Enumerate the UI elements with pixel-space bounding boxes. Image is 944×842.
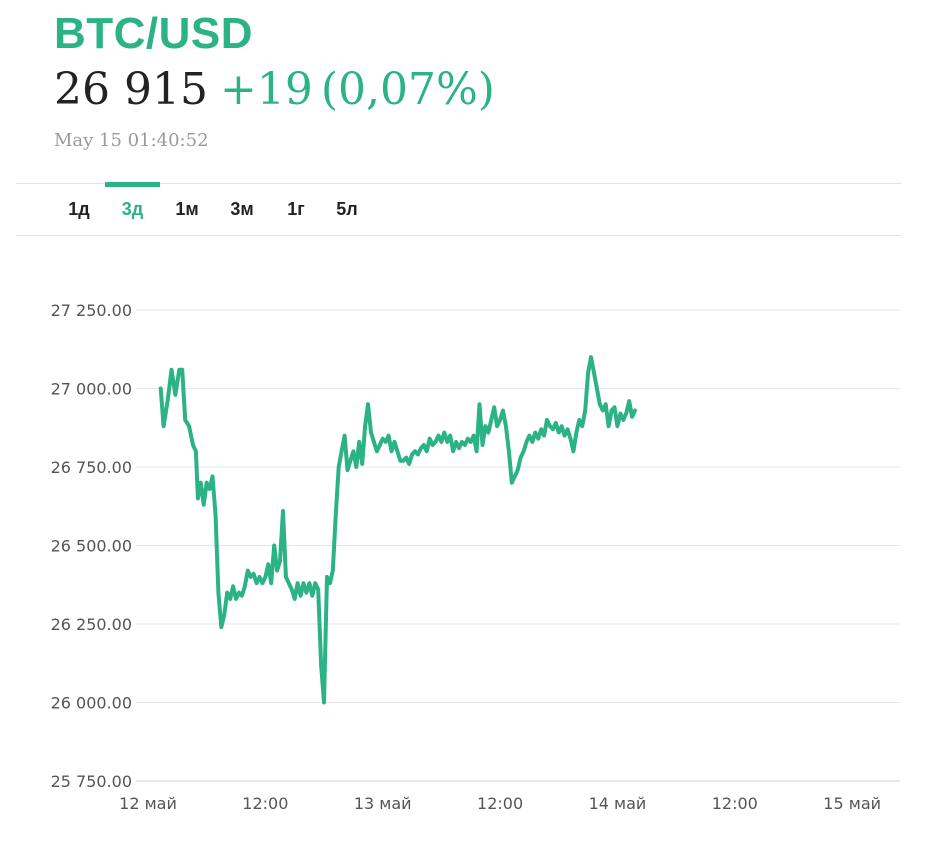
price-line-group bbox=[158, 355, 637, 705]
tab-5y[interactable]: 5л bbox=[336, 199, 358, 219]
price-change-percent: (0,07%) bbox=[320, 64, 495, 115]
y-tick-label: 26 750.00 bbox=[51, 458, 132, 477]
y-tick-label: 25 750.00 bbox=[51, 772, 132, 791]
y-tick-label: 26 250.00 bbox=[51, 615, 132, 634]
chart-gridlines bbox=[136, 309, 900, 782]
price-series-line bbox=[158, 355, 637, 705]
tab-3m[interactable]: 3м bbox=[230, 199, 254, 219]
x-tick-label: 13 май bbox=[354, 794, 412, 813]
y-tick-label: 26 000.00 bbox=[51, 694, 132, 713]
price-change: +19 bbox=[219, 64, 313, 115]
x-tick-label: 12:00 bbox=[242, 794, 288, 813]
quote-timestamp: May 15 01:40:52 bbox=[54, 130, 209, 151]
x-tick-label: 12:00 bbox=[477, 794, 523, 813]
tab-1y[interactable]: 1г bbox=[287, 199, 305, 219]
x-tick-label: 12 май bbox=[119, 794, 177, 813]
last-price: 26 915 bbox=[54, 64, 208, 115]
x-tick-label: 12:00 bbox=[712, 794, 758, 813]
x-tick-label: 15 май bbox=[823, 794, 881, 813]
price-row: 26 915 +19 (0,07%) bbox=[54, 62, 495, 118]
tab-1d[interactable]: 1д bbox=[68, 199, 90, 219]
y-tick-label: 27 250.00 bbox=[51, 301, 132, 320]
x-axis-labels: 12 май 12:00 13 май 12:00 14 май 12:00 15 май bbox=[119, 794, 881, 813]
tab-1m[interactable]: 1м bbox=[175, 199, 199, 219]
tabs-top-divider bbox=[16, 183, 902, 184]
y-axis-labels: 25 750.00 26 000.00 26 250.00 26 500.00 26 7… bbox=[51, 301, 132, 791]
tabs-bottom-divider bbox=[16, 235, 902, 236]
y-tick-label: 27 000.00 bbox=[51, 380, 132, 399]
x-tick-label: 14 май bbox=[589, 794, 647, 813]
y-tick-label: 26 500.00 bbox=[51, 537, 132, 556]
tab-3d[interactable]: 3д bbox=[105, 182, 160, 235]
ticker-symbol: BTC/USD bbox=[54, 9, 254, 58]
